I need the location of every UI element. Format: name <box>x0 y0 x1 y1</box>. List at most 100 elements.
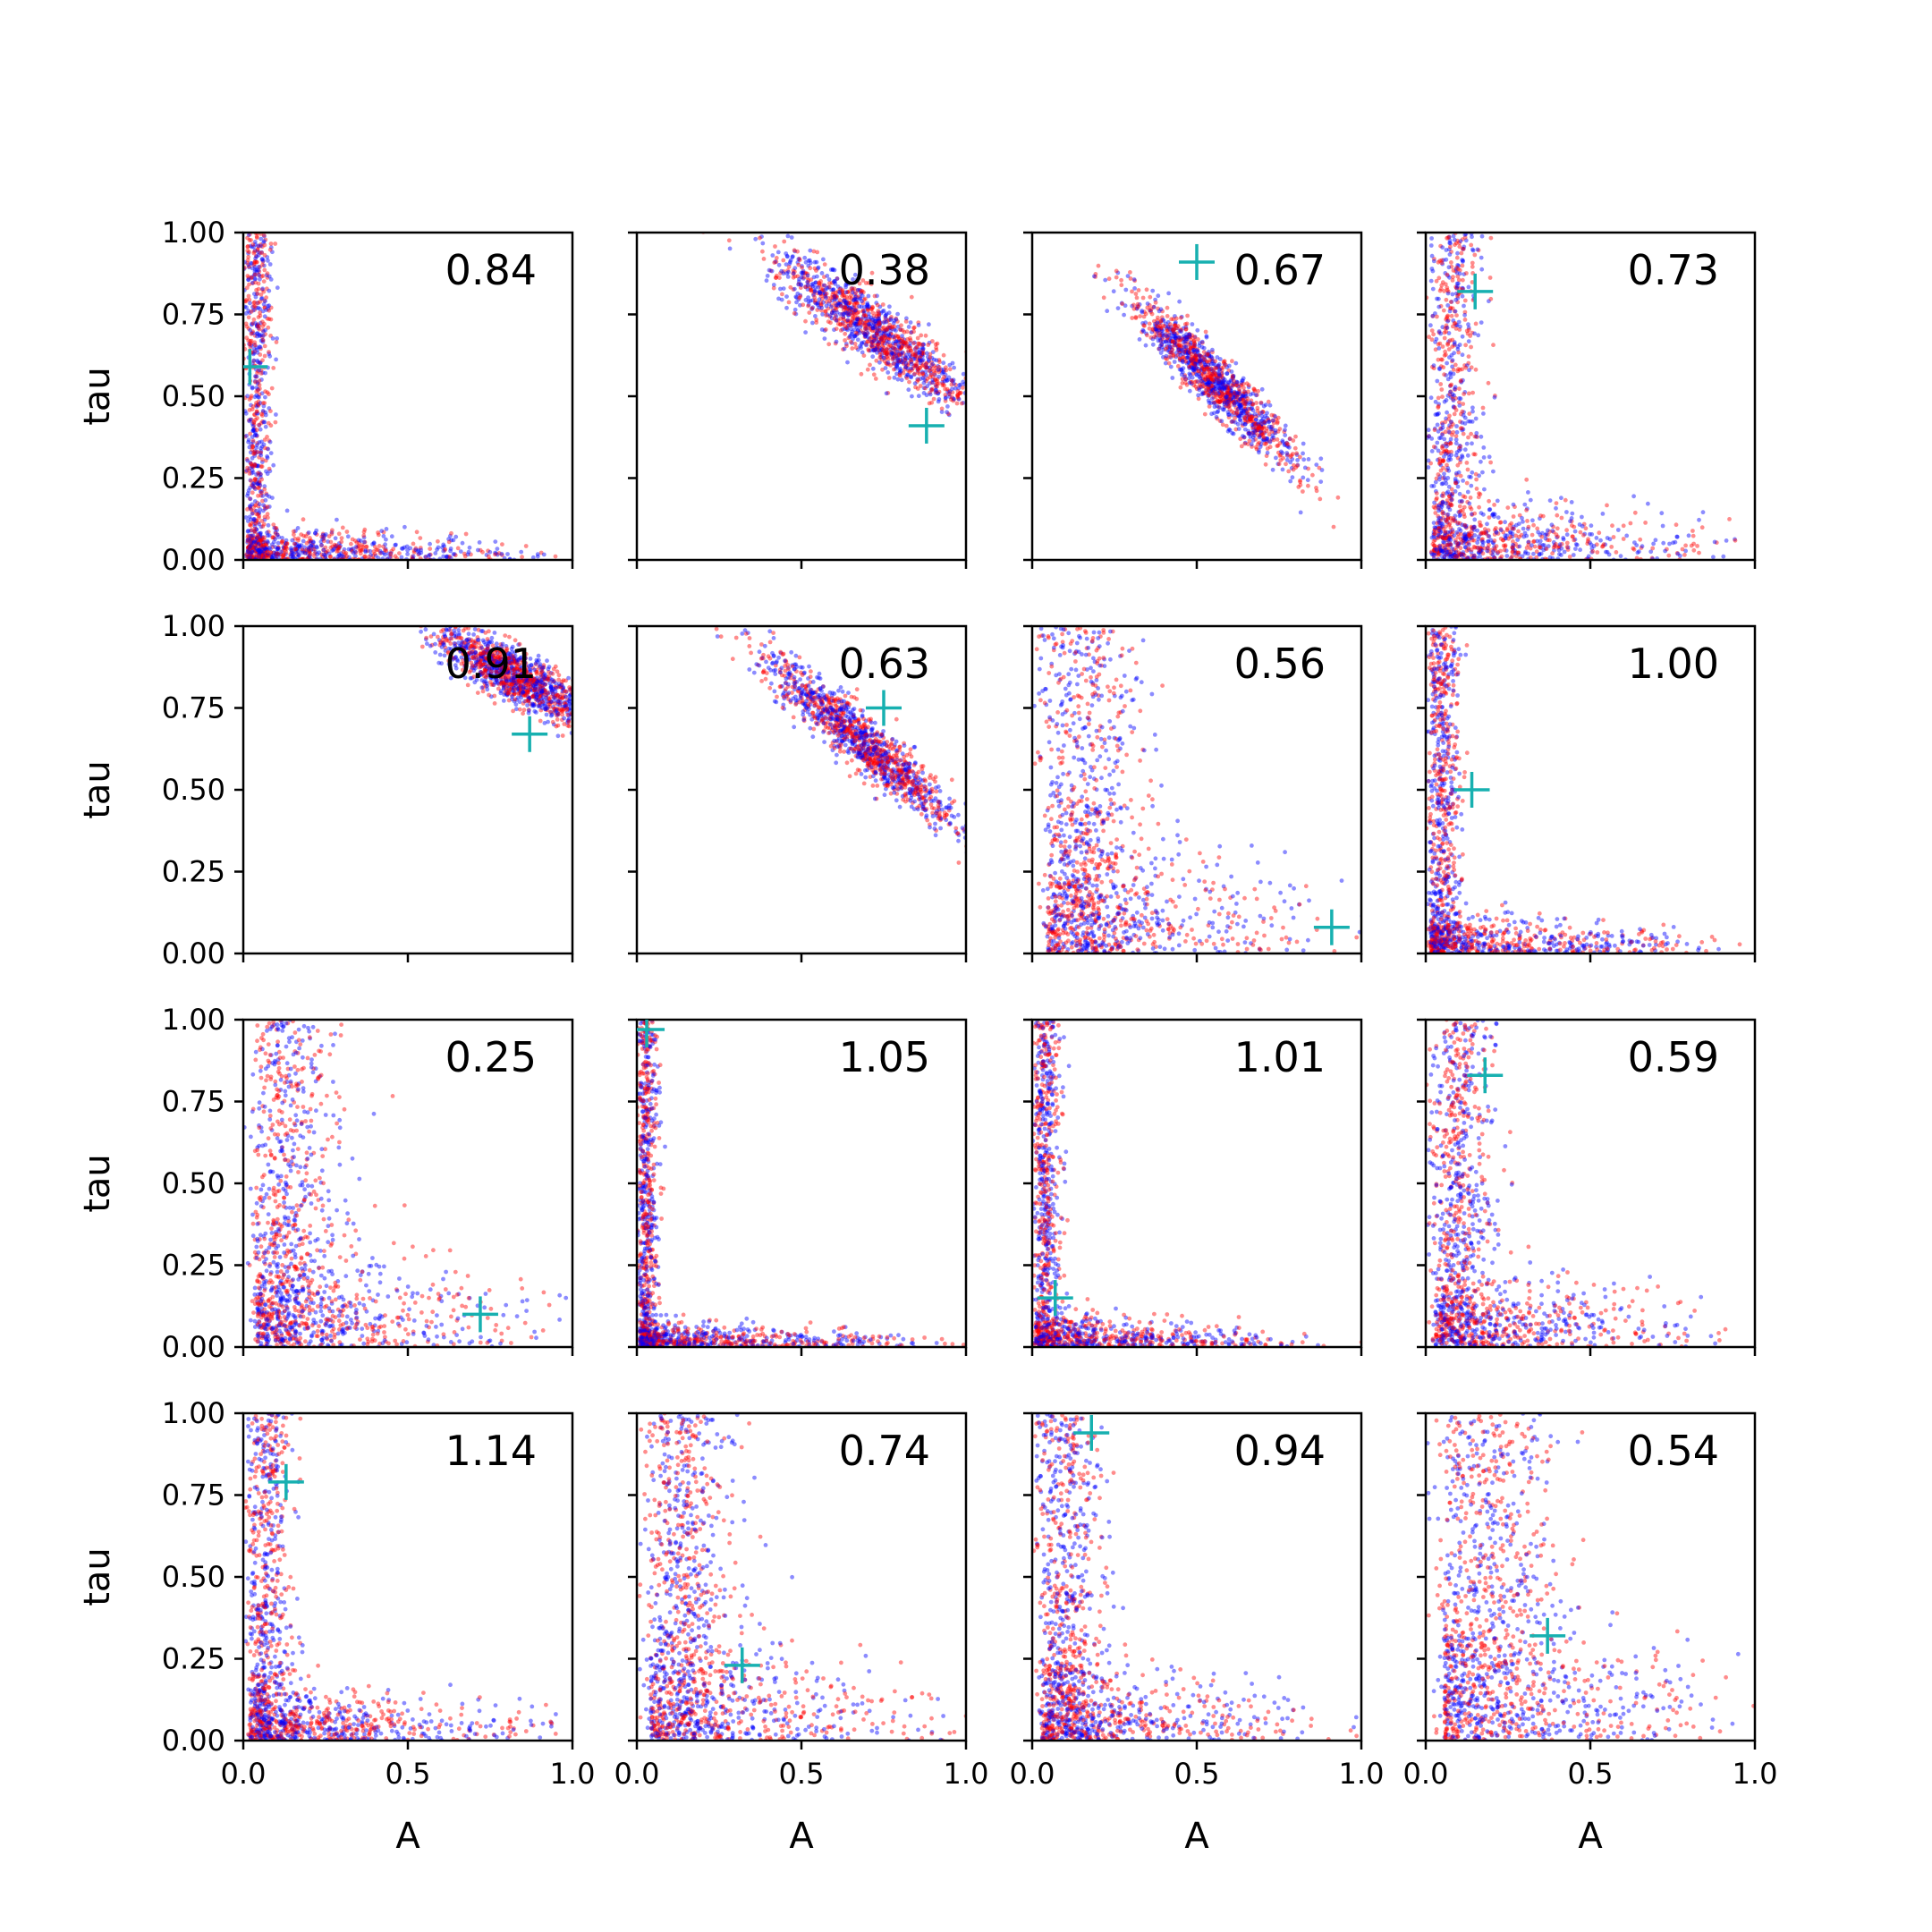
scatter-point <box>826 306 831 311</box>
scatter-point <box>923 362 928 368</box>
scatter-point <box>806 258 811 263</box>
scatter-point <box>877 304 883 309</box>
scatter-point <box>1147 321 1152 326</box>
scatter-point <box>266 554 270 558</box>
scatter-point <box>1460 352 1465 358</box>
scatter-point <box>1443 349 1447 354</box>
scatter-point <box>872 326 877 330</box>
scatter-point <box>1234 391 1240 396</box>
scatter-point <box>929 360 934 365</box>
scatter-point <box>1156 306 1160 311</box>
scatter-point <box>1435 503 1439 508</box>
scatter-point <box>915 379 919 384</box>
scatter-point <box>1219 368 1224 373</box>
scatter-point <box>1184 339 1190 344</box>
scatter-point <box>255 409 259 414</box>
scatter-point <box>1478 547 1483 552</box>
scatter-point <box>857 281 862 286</box>
scatter-point <box>1153 326 1158 332</box>
scatter-point <box>863 326 869 331</box>
scatter-point <box>1431 521 1436 525</box>
scatter-point <box>1218 390 1223 394</box>
scatter-point <box>319 543 324 548</box>
scatter-point <box>251 452 257 456</box>
scatter-point <box>1296 485 1301 489</box>
scatter-point <box>1150 326 1156 331</box>
scatter-point <box>268 317 274 322</box>
scatter-point <box>895 377 901 382</box>
scatter-point <box>826 277 832 282</box>
scatter-point <box>1442 449 1446 454</box>
scatter-point <box>855 288 860 292</box>
scatter-point <box>376 530 380 535</box>
scatter-point <box>1438 530 1444 534</box>
scatter-point <box>254 450 259 455</box>
scatter-point <box>255 481 260 487</box>
scatter-point <box>1197 386 1201 391</box>
scatter-point <box>867 336 872 342</box>
scatter-point <box>821 257 826 262</box>
scatter-point <box>258 360 263 366</box>
scatter-point <box>809 288 814 293</box>
scatter-point <box>1275 444 1280 448</box>
scatter-point <box>1221 394 1226 400</box>
scatter-point <box>904 341 909 346</box>
scatter-point <box>1206 398 1211 403</box>
scatter-point <box>1448 441 1453 446</box>
scatter-point <box>820 312 825 317</box>
scatter-point <box>1200 340 1205 345</box>
scatter-point <box>255 402 260 408</box>
scatter-point <box>246 326 251 331</box>
scatter-point <box>1207 354 1212 359</box>
scatter-point <box>1437 288 1443 293</box>
scatter-point <box>1197 359 1202 364</box>
scatter-point <box>1193 358 1199 363</box>
scatter-point <box>1183 326 1189 332</box>
scatter-point <box>259 551 264 556</box>
scatter-point <box>1453 480 1458 486</box>
scatter-point <box>936 391 940 395</box>
scatter-point <box>1181 337 1186 342</box>
scatter-point <box>249 507 254 513</box>
scatter-point <box>897 346 902 351</box>
scatter-point <box>256 322 260 326</box>
scatter-point <box>1236 402 1241 407</box>
scatter-point <box>1140 309 1145 315</box>
scatter-point <box>933 342 938 347</box>
scatter-point <box>263 553 268 557</box>
scatter-point <box>1430 313 1436 318</box>
scatter-point <box>251 428 256 432</box>
scatter-point <box>1577 522 1582 527</box>
scatter-point <box>249 551 254 555</box>
scatter-point <box>1221 376 1225 381</box>
scatter-point <box>250 463 254 468</box>
scatter-point <box>1469 365 1474 370</box>
scatter-point <box>1453 441 1459 445</box>
scatter-point <box>1242 441 1248 446</box>
scatter-point <box>818 291 823 296</box>
scatter-point <box>1237 403 1242 409</box>
scatter-point <box>1250 402 1255 407</box>
scatter-point <box>1488 460 1493 465</box>
scatter-point <box>904 316 909 321</box>
scatter-point <box>273 530 278 535</box>
scatter-point <box>1157 325 1162 330</box>
scatter-point <box>257 502 262 507</box>
scatter-point <box>1469 344 1473 350</box>
scatter-point <box>1522 502 1528 507</box>
scatter-point <box>1169 317 1174 322</box>
scatter-point <box>855 287 860 292</box>
scatter-point <box>1207 380 1212 386</box>
scatter-point <box>1282 443 1287 447</box>
scatter-point <box>943 386 947 392</box>
scatter-point <box>252 277 258 282</box>
scatter-point <box>324 550 328 555</box>
scatter-point <box>852 305 857 310</box>
scatter-point <box>978 429 982 434</box>
scatter-point <box>1258 428 1264 432</box>
scatter-point <box>852 298 857 302</box>
scatter-point <box>535 554 540 559</box>
scatter-point <box>1168 339 1174 343</box>
scatter-point <box>1237 386 1241 392</box>
scatter-point <box>803 318 808 324</box>
